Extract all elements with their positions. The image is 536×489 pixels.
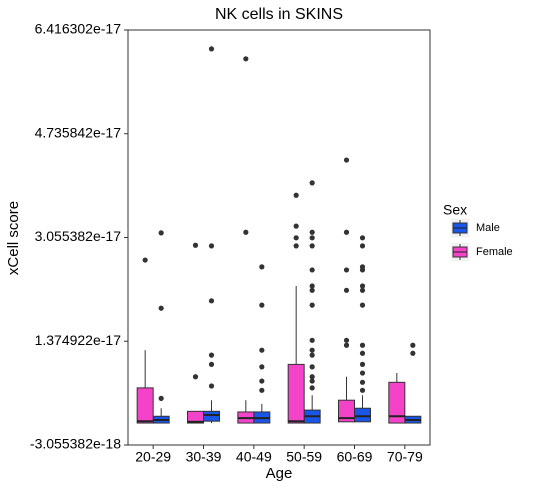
outlier [192, 242, 199, 248]
x-tick-label: 20-29 [135, 449, 171, 465]
box [338, 399, 355, 423]
outlier [410, 342, 416, 348]
outlier [309, 235, 315, 241]
outlier [309, 243, 315, 249]
outlier [343, 342, 350, 348]
outlier [309, 283, 315, 289]
outlier [309, 385, 315, 391]
outlier [259, 347, 265, 353]
outlier [259, 364, 265, 370]
outlier [293, 243, 299, 249]
box [354, 407, 371, 423]
outlier [343, 337, 350, 343]
legend-title: Sex [443, 202, 467, 218]
x-tick-label: 50-59 [286, 449, 322, 465]
outlier [259, 378, 265, 384]
outlier [259, 302, 265, 308]
outlier [259, 264, 265, 270]
y-tick-label: -3.055382e-18 [30, 436, 121, 452]
outlier [309, 287, 315, 293]
outlier [192, 374, 199, 380]
outlier [309, 302, 315, 308]
outlier [293, 223, 299, 229]
outlier [208, 46, 215, 52]
outlier [359, 235, 366, 241]
outlier [359, 287, 366, 293]
outlier [343, 229, 350, 235]
outlier [359, 342, 366, 348]
outlier [309, 378, 315, 384]
outlier [208, 298, 215, 304]
outlier [142, 257, 148, 263]
outlier [309, 347, 315, 353]
legend-label: Male [476, 222, 500, 234]
x-axis-label: Age [266, 465, 293, 482]
outlier [208, 243, 215, 249]
legend-label: Female [476, 246, 513, 258]
panel-border [127, 29, 431, 446]
outlier [309, 352, 315, 358]
outlier [293, 192, 299, 198]
y-axis-label: xCell score [5, 201, 22, 275]
outlier [359, 370, 366, 376]
y-tick-label: 4.735842e-17 [35, 124, 122, 140]
outlier [410, 350, 416, 356]
outlier [309, 229, 315, 235]
box [136, 387, 154, 424]
outlier [158, 395, 164, 401]
x-tick-label: 60-69 [337, 449, 373, 465]
box [287, 363, 305, 424]
box [203, 410, 220, 422]
y-tick-label: 1.374922e-17 [35, 332, 122, 348]
chart-title: NK cells in SKINS [215, 6, 343, 23]
outlier [343, 157, 350, 163]
outlier [309, 267, 315, 273]
outlier [309, 180, 315, 186]
outlier [359, 379, 366, 385]
outlier [309, 374, 315, 380]
outlier [293, 235, 299, 241]
outlier [243, 56, 249, 62]
x-tick-label: 30-39 [186, 449, 222, 465]
box [187, 410, 204, 424]
outlier [359, 302, 366, 308]
outlier [309, 364, 315, 370]
outlier [359, 243, 366, 249]
outlier [243, 229, 249, 235]
outlier [208, 352, 215, 358]
box [388, 381, 406, 424]
outlier [359, 283, 366, 289]
x-tick-label: 40-49 [236, 449, 272, 465]
y-tick-label: 3.055382e-17 [35, 228, 122, 244]
outlier [208, 383, 215, 389]
y-tick-label: 6.416302e-17 [35, 21, 122, 37]
x-tick-label: 70-79 [387, 449, 423, 465]
outlier [259, 387, 265, 393]
outlier [343, 287, 350, 293]
outlier [359, 264, 366, 270]
outlier [343, 267, 350, 273]
outlier [158, 305, 164, 311]
outlier [359, 361, 366, 367]
outlier [208, 361, 215, 367]
outlier [359, 350, 366, 356]
outlier [359, 387, 366, 393]
outlier [309, 337, 315, 343]
outlier [158, 230, 164, 236]
